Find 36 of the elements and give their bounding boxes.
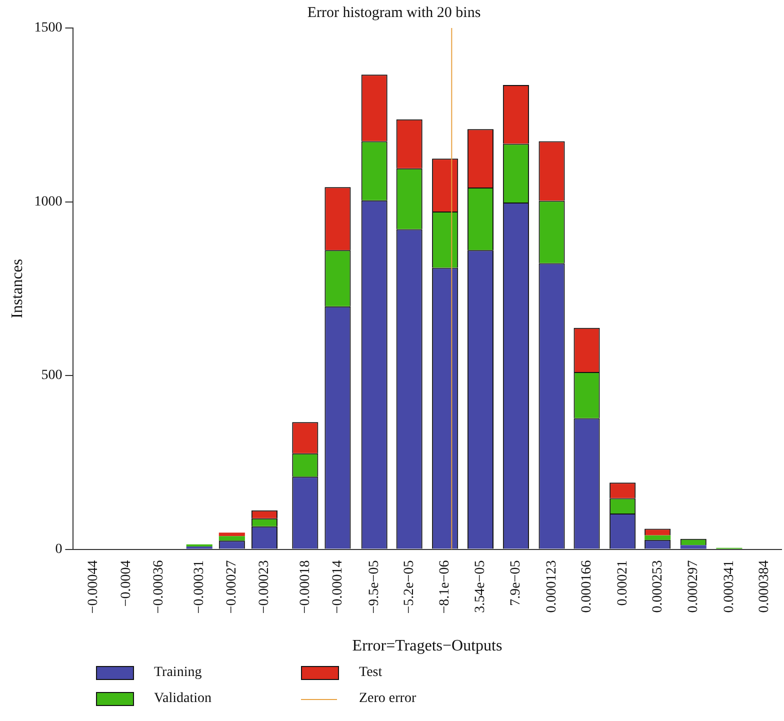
x-tick-label: 0.000123 [544, 560, 560, 613]
x-tick-label: −0.00044 [86, 560, 102, 614]
bar [218, 536, 245, 541]
x-tick-label: 0.000384 [756, 560, 772, 613]
x-tick-label: −0.00036 [151, 560, 166, 614]
legend-label: Training [154, 665, 202, 681]
legend-label: Test [359, 665, 382, 681]
y-tick-label: 1000 [34, 194, 62, 210]
x-tick-label: 7.9e−05 [508, 560, 524, 606]
legend-label: Zero error [359, 691, 416, 707]
legend-label: Validation [154, 691, 212, 707]
bar [186, 544, 212, 547]
bar [218, 532, 245, 536]
y-tick-label: 1500 [34, 20, 62, 36]
y-tick-label: 0 [55, 542, 62, 557]
x-tick-label: −0.00023 [257, 560, 272, 614]
x-axis-title: Error=Tragets−Outputs [352, 638, 502, 655]
x-tick-label: −9.5e−05 [367, 560, 382, 614]
x-tick-label: 0.000341 [722, 560, 737, 613]
x-tick-label: −0.0004 [118, 560, 134, 607]
x-tick-label: 3.54e−05 [473, 560, 488, 613]
x-tick-label: 0.00021 [615, 560, 630, 606]
x-tick-label: 0.000253 [650, 560, 666, 613]
x-tick-label: −0.00031 [192, 560, 208, 614]
chart-title: Error histogram with 20 bins [307, 4, 481, 21]
x-tick-label: −0.00014 [330, 560, 346, 614]
bar [680, 545, 706, 549]
x-tick-label: 0.000297 [686, 560, 702, 613]
y-tick-label: 500 [41, 368, 62, 384]
x-tick-label: 0.000166 [579, 560, 594, 613]
bar [644, 535, 671, 540]
x-tick-label: −0.00018 [298, 560, 313, 614]
x-tick-label: −8.1e−06 [438, 560, 453, 614]
x-tick-label: −0.00027 [224, 560, 240, 614]
x-tick-label: −5.2e−05 [402, 560, 418, 614]
y-axis-title: Instances [8, 258, 26, 318]
